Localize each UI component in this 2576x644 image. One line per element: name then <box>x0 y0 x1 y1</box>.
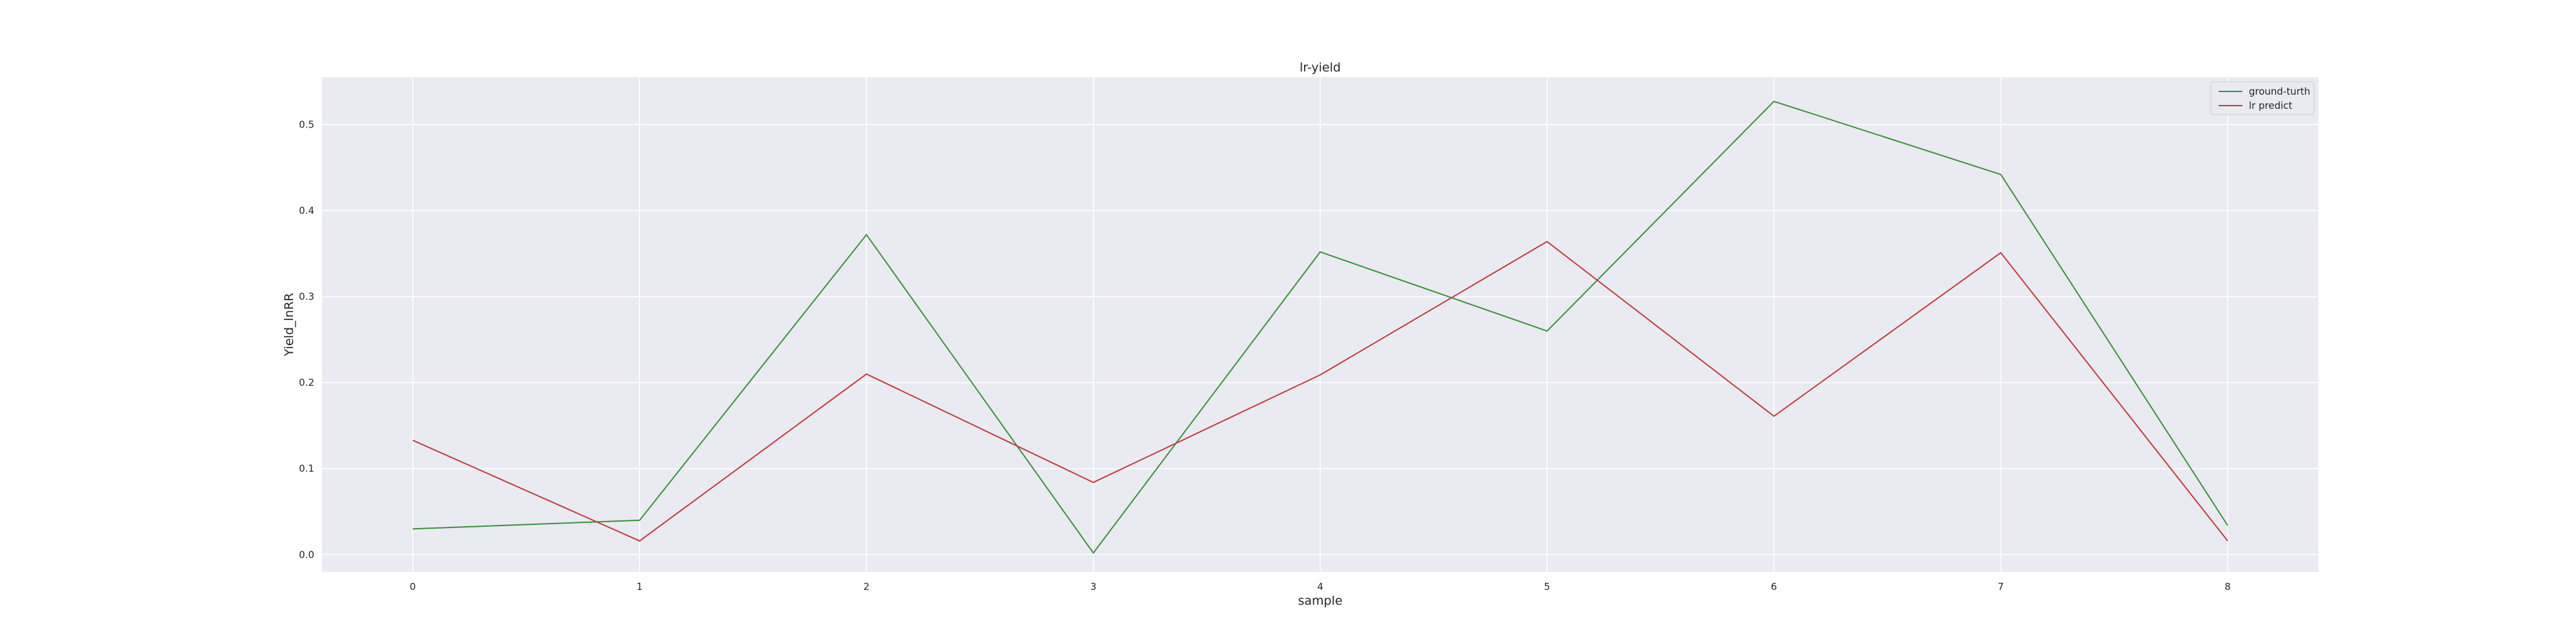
series-line-lr-predict <box>412 241 2228 542</box>
legend-label-lr-predict: lr predict <box>2249 100 2293 111</box>
x-tick-labels: 0 1 2 3 4 5 6 7 8 <box>410 581 2231 592</box>
legend-box <box>2210 81 2315 115</box>
x-tick-label: 5 <box>1544 581 1550 592</box>
x-tick-label: 1 <box>636 581 643 592</box>
x-tick-label: 4 <box>1317 581 1323 592</box>
y-tick-label: 0.5 <box>299 118 314 130</box>
series-lines <box>412 100 2228 554</box>
y-tick-label: 0.0 <box>299 549 314 560</box>
y-tick-label: 0.4 <box>299 205 314 216</box>
chart-title: lr-yield <box>1300 61 1341 75</box>
x-tick-label: 0 <box>410 581 416 592</box>
y-tick-label: 0.3 <box>299 291 314 303</box>
x-tick-label: 8 <box>2224 581 2231 592</box>
x-tick-label: 6 <box>1771 581 1777 592</box>
y-tick-label: 0.2 <box>299 377 314 388</box>
series-line-ground-turth <box>412 100 2228 554</box>
x-tick-label: 7 <box>1998 581 2004 592</box>
grid-lines <box>322 77 2318 572</box>
y-axis-label: Yield_lnRR <box>282 293 296 357</box>
legend: ground-turth lr predict <box>2210 81 2315 115</box>
y-tick-labels: 0.0 0.1 0.2 0.3 0.4 0.5 <box>299 118 314 560</box>
x-tick-label: 3 <box>1090 581 1097 592</box>
x-axis-label: sample <box>1298 594 1342 608</box>
legend-label-ground-turth: ground-turth <box>2249 86 2310 97</box>
y-tick-label: 0.1 <box>299 463 314 475</box>
x-tick-label: 2 <box>864 581 870 592</box>
